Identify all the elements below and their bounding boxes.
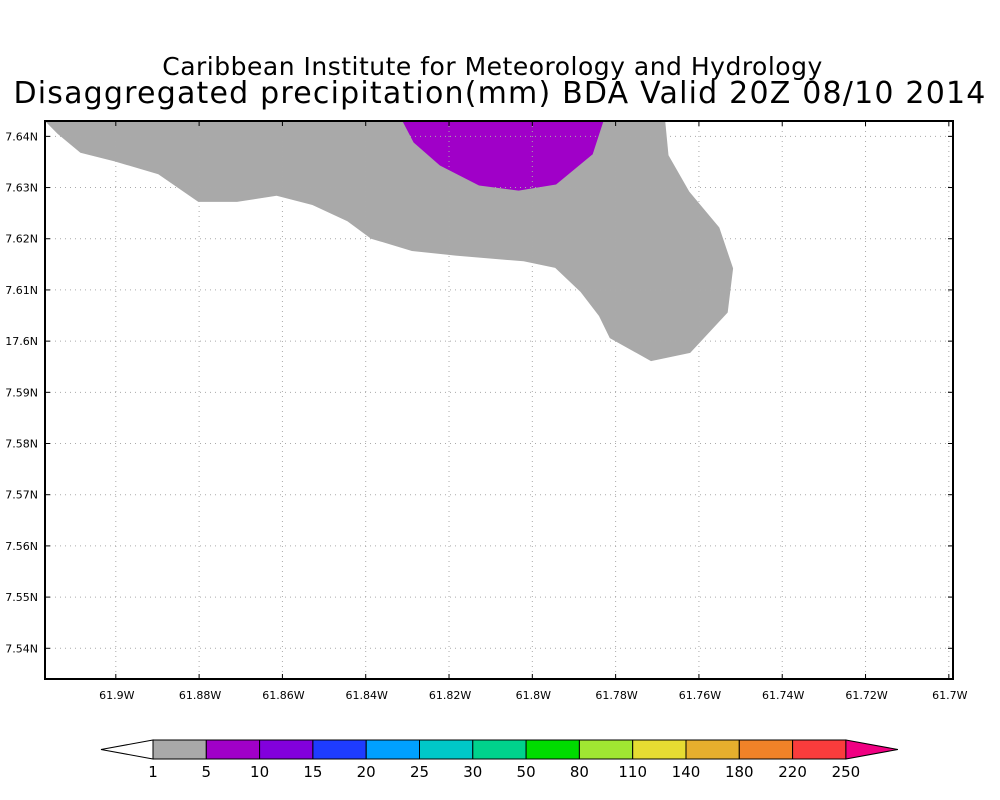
lat-tick-label: 7.63N <box>5 182 38 195</box>
lat-lon-grid <box>45 121 953 679</box>
map-subtitle: Disaggregated precipitation(mm) BDA Vali… <box>13 76 987 111</box>
colorbar-over-triangle <box>845 739 898 760</box>
colorbar-segment <box>578 739 634 760</box>
colorbar-segment <box>312 739 367 760</box>
colorbar-label: 1 <box>148 763 158 781</box>
colorbar-segment <box>738 739 794 760</box>
colorbar-segment <box>205 739 261 760</box>
lat-tick-label: 7.57N <box>5 489 38 502</box>
lat-tick-label: 7.61N <box>5 284 38 297</box>
lat-tick-label: 7.54N <box>5 642 38 655</box>
colorbar-label: 80 <box>570 763 589 781</box>
colorbar-label: 30 <box>463 763 482 781</box>
colorbar-label: 15 <box>303 763 322 781</box>
colorbar-segment <box>472 739 527 760</box>
precip-5-10mm-region <box>402 121 604 191</box>
lat-tick-label: 7.59N <box>5 386 38 399</box>
precip-1-5mm-region <box>45 121 734 362</box>
lon-tick-label: 61.78W <box>595 689 637 702</box>
colorbar-under-triangle <box>100 739 154 760</box>
lon-tick-label: 61.8W <box>516 689 551 702</box>
lat-tick-label: 7.64N <box>5 130 38 143</box>
colorbar-segment <box>365 739 421 760</box>
colorbar-segment <box>525 739 580 760</box>
map-frame <box>44 120 954 680</box>
colorbar-label: 220 <box>778 763 807 781</box>
lon-tick-label: 61.82W <box>429 689 471 702</box>
colorbar-label: 5 <box>202 763 212 781</box>
colorbar-label: 250 <box>832 763 861 781</box>
colorbar-segment <box>419 739 474 760</box>
colorbar-segment <box>259 739 314 760</box>
colorbar-segment <box>632 739 687 760</box>
lon-tick-label: 61.86W <box>262 689 304 702</box>
colorbar-label: 140 <box>672 763 701 781</box>
colorbar-label: 10 <box>250 763 269 781</box>
lat-tick-label: 7.56N <box>5 540 38 553</box>
lon-tick-label: 61.88W <box>179 689 221 702</box>
colorbar-segment <box>792 739 847 760</box>
lat-tick-label: 7.58N <box>5 438 38 451</box>
lon-tick-label: 61.7W <box>932 689 967 702</box>
colorbar-segment <box>685 739 740 760</box>
lat-tick-label: 7.62N <box>5 233 38 246</box>
colorbar-label: 25 <box>410 763 429 781</box>
lon-tick-label: 61.74W <box>762 689 804 702</box>
colorbar: 1 5 10 15 20 25 30 50 80 110 140 180 220 250 <box>100 739 898 781</box>
colorbar-label: 50 <box>517 763 536 781</box>
lon-tick-label: 61.72W <box>845 689 887 702</box>
lon-tick-label: 61.76W <box>679 689 721 702</box>
lon-tick-label: 61.84W <box>346 689 388 702</box>
colorbar-label: 110 <box>618 763 647 781</box>
lon-tick-label: 61.9W <box>99 689 134 702</box>
colorbar-label: 20 <box>357 763 376 781</box>
axis-ticks: 7.64N 7.63N 7.62N 7.61N 17.6N 7.59N 7.58N 7.57N… <box>5 121 968 702</box>
precipitation-shading <box>45 121 734 362</box>
lat-tick-label: 17.6N <box>5 335 38 348</box>
lat-tick-label: 7.55N <box>5 591 38 604</box>
colorbar-label: 180 <box>725 763 754 781</box>
map-title: Caribbean Institute for Meteorology and … <box>162 52 823 81</box>
colorbar-segment <box>152 739 207 760</box>
